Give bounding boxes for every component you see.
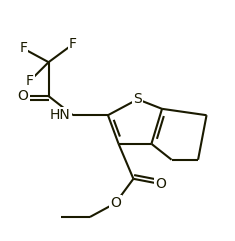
Text: F: F (19, 41, 27, 55)
Text: O: O (156, 177, 166, 191)
Text: F: F (26, 74, 34, 88)
Text: S: S (133, 92, 142, 106)
Text: F: F (69, 37, 77, 51)
Text: O: O (110, 196, 121, 210)
Text: O: O (18, 89, 29, 103)
Text: HN: HN (50, 108, 71, 122)
